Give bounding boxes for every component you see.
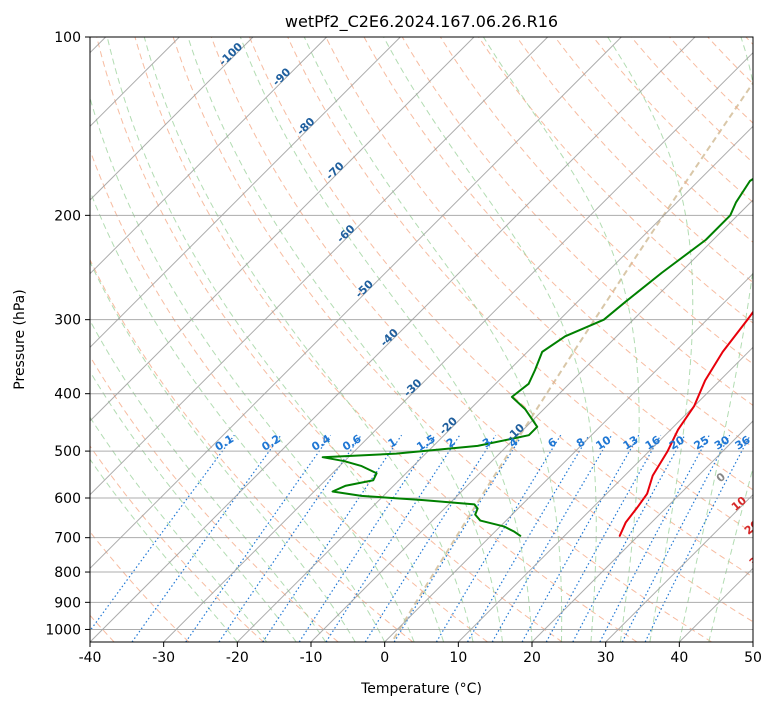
x-tick-label: 20 [523,650,541,666]
moist-adiabat [678,37,753,642]
mixing-ratio-line [90,434,235,632]
isotherm-line [605,493,753,642]
isotherm-line [310,199,753,642]
x-tick-label: -30 [152,650,175,666]
dry-adiabat [172,37,712,642]
y-axis-label: Pressure (hPa) [12,289,28,389]
dry-adiabat [210,37,753,623]
isotherm-line [90,37,622,570]
dry-adiabat-label: 20 [742,517,762,537]
dry-adiabat [325,37,753,491]
dry-adiabat [363,37,753,448]
mixing-ratio-line [644,434,751,642]
isotherm-line [384,272,753,642]
y-tick-label: 300 [54,313,81,329]
x-tick-label: 10 [449,650,467,666]
x-tick-label: 40 [670,650,688,666]
dry-adiabat [287,37,753,534]
mixing-ratio-line [599,434,710,642]
x-tick-label: -10 [300,650,323,666]
moist-adiabat [383,37,597,642]
moist-adiabat [239,37,533,642]
x-axis-label: Temperature (°C) [360,681,482,697]
moist-adiabat [303,37,563,642]
moist-adiabat [90,370,297,642]
dry-adiabat [90,355,339,642]
mixing-ratio-line [262,434,403,642]
dry-adiabat [90,148,488,642]
mixing-ratio-line [545,434,662,642]
dry-adiabat [630,37,753,164]
mixing-ratio-line [131,434,282,642]
dewpoint-profile-line [321,177,753,537]
moist-adiabat [90,96,415,642]
plot-frame [89,36,754,643]
isotherm-line [90,37,401,349]
y-tick-label: 1000 [45,622,81,638]
moist-adiabat [90,319,327,642]
y-tick-label: 500 [54,444,81,460]
dry-adiabat [478,37,753,324]
y-tick-label: 200 [54,208,81,224]
temperature-profile-line [618,310,753,537]
moist-adiabat [187,37,504,642]
isotherm-line [90,37,696,642]
isotherm-line [90,37,254,201]
isotherm-line [236,125,753,642]
moist-adiabat [607,37,694,642]
y-tick-label: 100 [54,30,81,46]
dry-adiabat-label: 40 [749,584,769,604]
moist-adiabat [482,37,640,642]
x-tick-label: 50 [744,650,762,666]
x-tick-label: 30 [597,650,615,666]
moist-adiabat [90,260,356,642]
y-tick-label: 900 [54,595,81,611]
x-tick-label: -20 [226,650,249,666]
moist-adiabat [90,458,238,642]
moist-adiabat [90,189,386,642]
moist-adiabat [106,37,445,642]
y-tick-label: 800 [54,565,81,581]
dry-adiabat [516,37,753,284]
mixing-ratio-line [435,434,562,642]
isotherm-line [90,37,475,422]
mixing-ratio-line [298,434,436,642]
moist-adiabat [143,37,474,642]
y-tick-label: 400 [54,387,81,403]
isotherm-line [457,346,753,642]
dry-adiabat [134,37,638,642]
mixing-ratio-line [364,434,497,642]
x-tick-label: 0 [380,650,389,666]
dry-adiabat [96,37,563,642]
dry-adiabat-label: 30 [747,549,767,569]
dry-adiabat [668,37,753,124]
moist-adiabat [708,466,753,642]
isotherm-line [163,51,753,642]
chart-title: wetPf2_C2E6.2024.167.06.26.R16 [285,12,558,32]
y-tick-label: 700 [54,531,81,547]
mixing-ratio-line [572,434,686,642]
x-tick-label: -40 [79,650,102,666]
isotherm-line [90,37,549,496]
isotherm-line [90,37,328,275]
y-tick-label: 600 [54,491,81,507]
mixing-ratio-line [393,434,523,642]
saturation-curve [390,81,753,642]
dry-adiabat [90,530,190,642]
dry-adiabat [401,37,753,406]
mixing-ratio-line [218,434,362,642]
moist-adiabat [90,416,268,642]
mixing-ratio-line [325,434,461,642]
isotherm-line [531,420,753,642]
